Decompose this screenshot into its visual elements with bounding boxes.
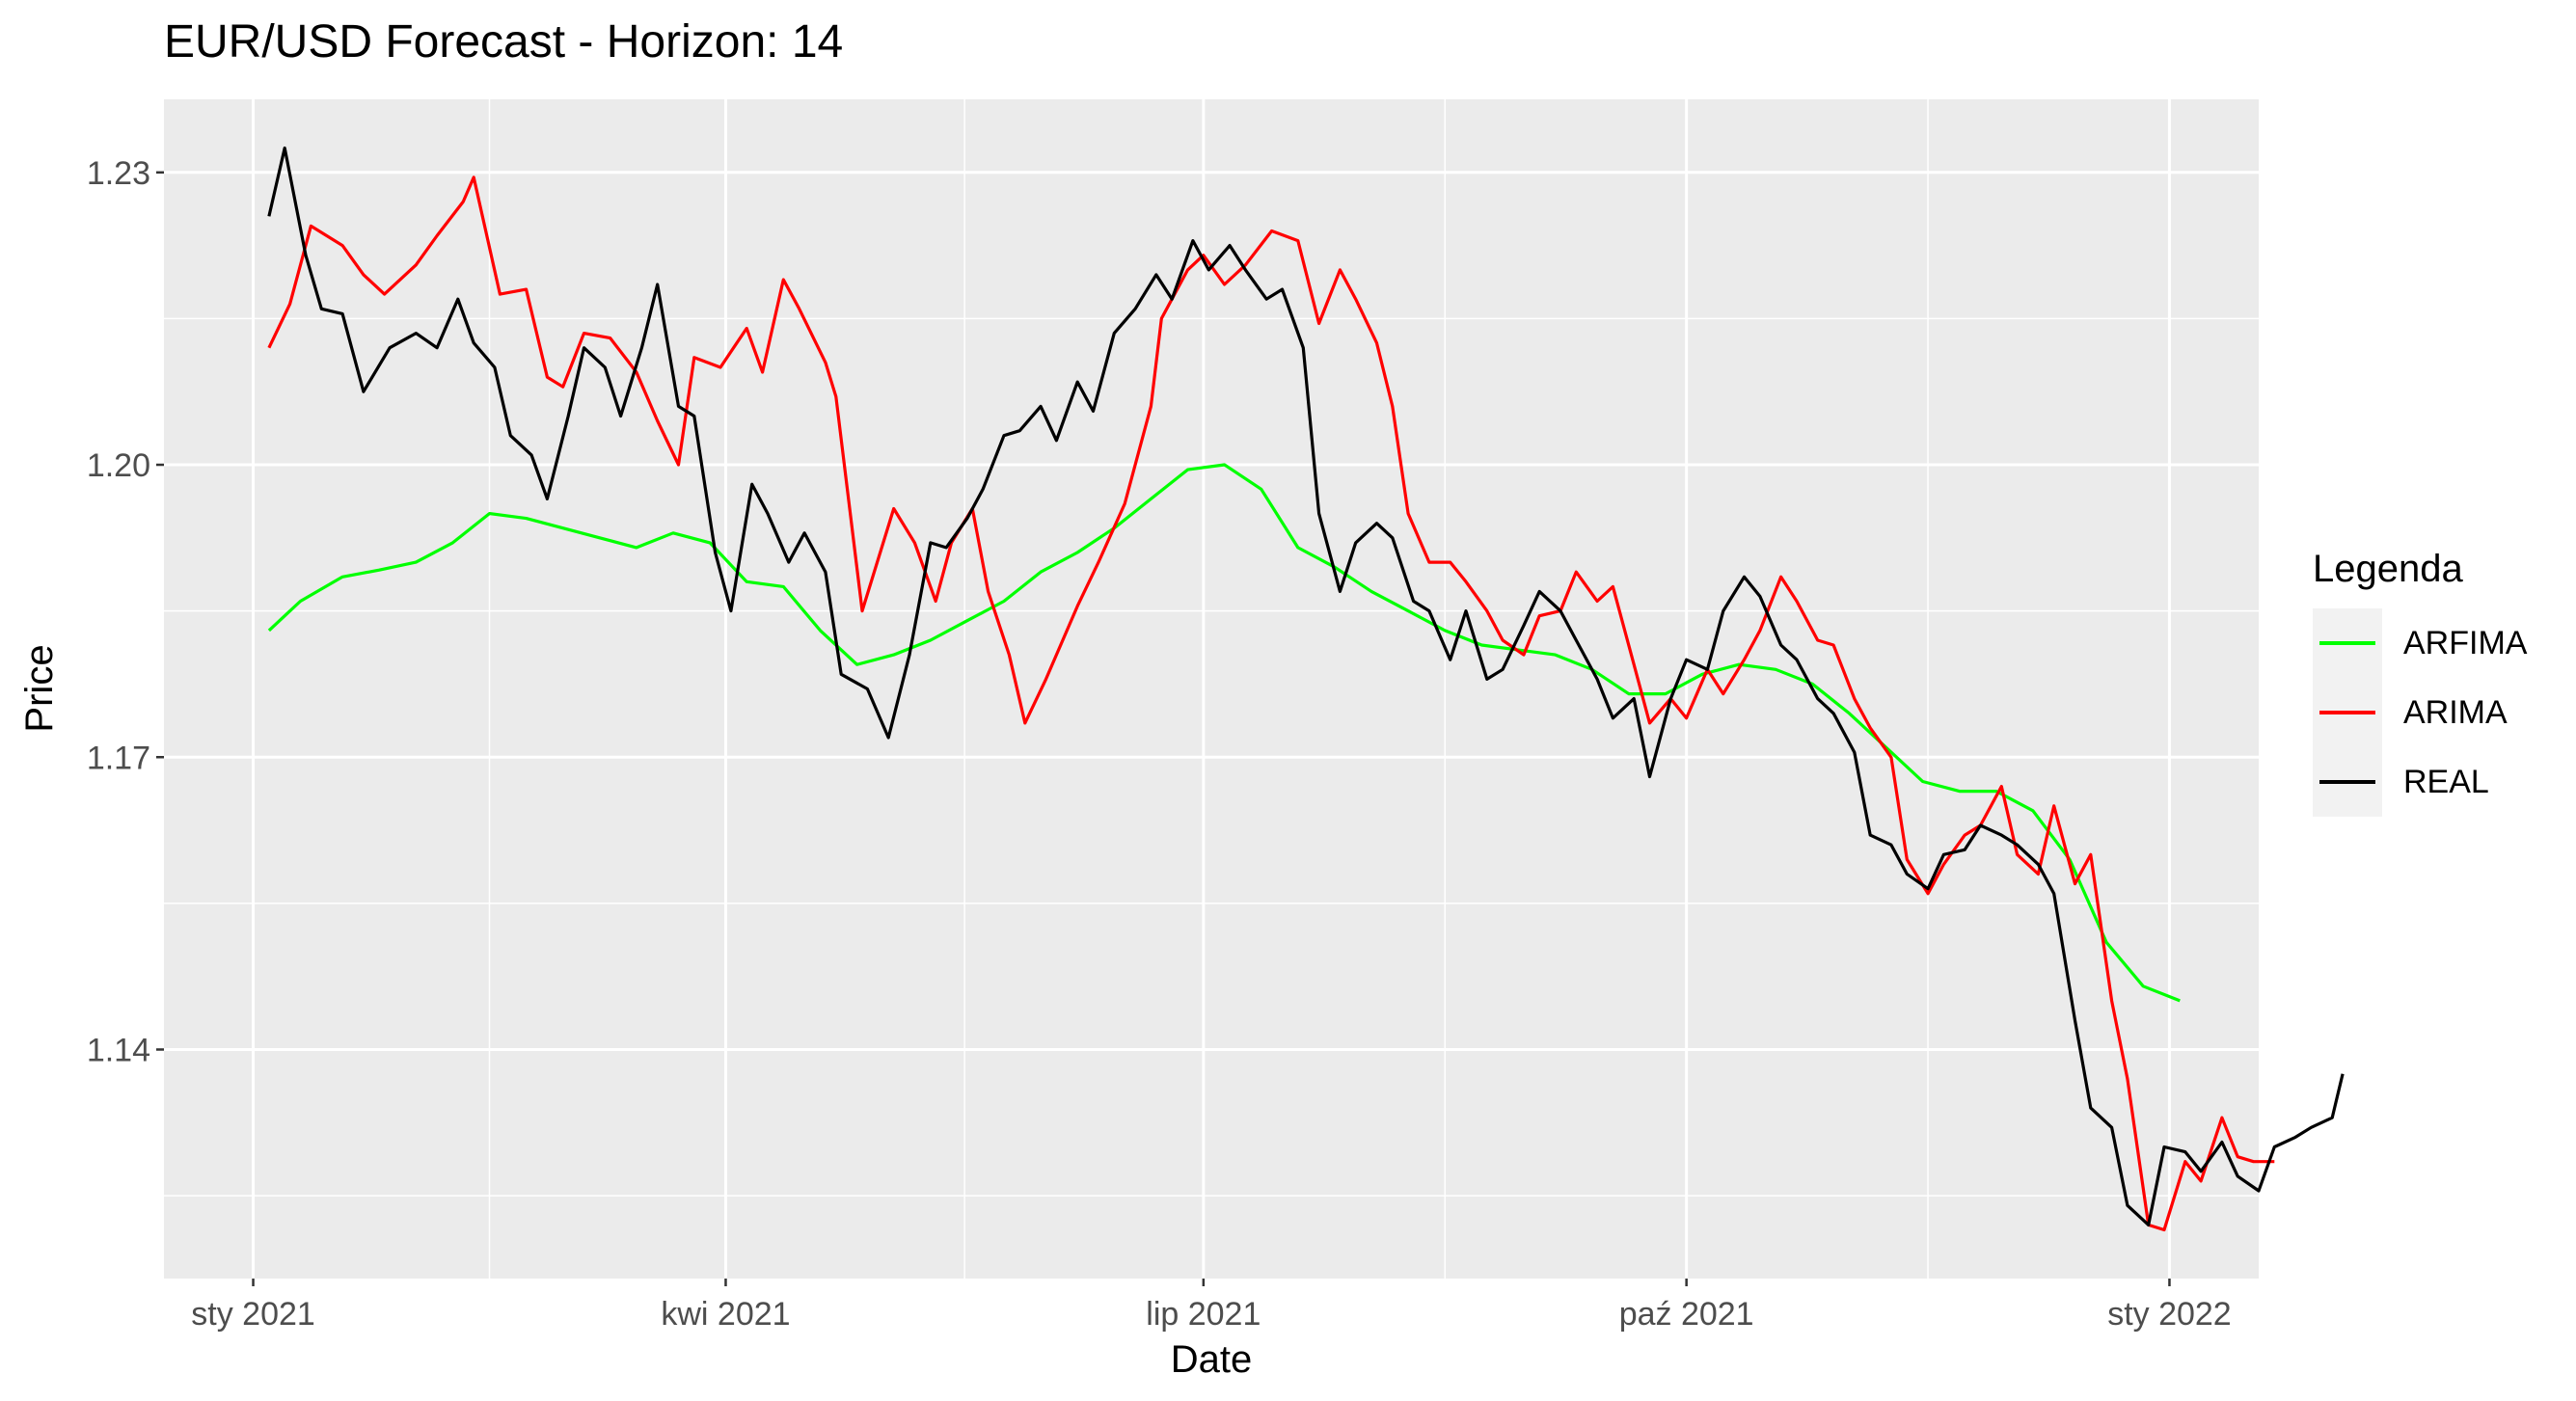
series-layer <box>267 146 2345 1232</box>
grid-minor <box>164 99 2259 1279</box>
y-tick-label: 1.23 <box>87 155 150 192</box>
x-tick-labels: sty 2021 kwi 2021 lip 2021 paź 2021 sty 2022 <box>191 1296 2231 1333</box>
legend-item-arfima: ARFIMA <box>2313 608 2527 678</box>
legend-swatch <box>2319 711 2375 714</box>
series-line-arima <box>267 175 2275 1232</box>
grid-major <box>164 99 2259 1279</box>
axis-ticks <box>156 171 2171 1286</box>
y-axis-title: Price <box>18 644 61 732</box>
legend-key <box>2313 678 2382 747</box>
legend-swatch <box>2319 780 2375 784</box>
x-tick-label: sty 2022 <box>2107 1296 2232 1333</box>
chart-title: EUR/USD Forecast - Horizon: 14 <box>164 16 844 67</box>
x-tick-label: sty 2021 <box>191 1296 315 1333</box>
legend: Legenda ARFIMA ARIMA REAL <box>2313 548 2527 817</box>
legend-key <box>2313 747 2382 817</box>
x-tick-label: paź 2021 <box>1619 1296 1754 1333</box>
y-tick-labels: 1.14 1.17 1.20 1.23 <box>87 155 150 1069</box>
y-tick-label: 1.17 <box>87 740 150 776</box>
legend-label: ARIMA <box>2403 693 2508 731</box>
legend-label: ARFIMA <box>2403 624 2528 661</box>
y-tick-label: 1.20 <box>87 447 150 484</box>
x-tick-label: kwi 2021 <box>661 1296 790 1333</box>
legend-label: REAL <box>2403 763 2489 800</box>
legend-item-real: REAL <box>2313 747 2527 817</box>
series-line-real <box>267 146 2345 1227</box>
series-line-arfima <box>267 463 2181 1003</box>
legend-title: Legenda <box>2313 548 2463 590</box>
legend-item-arima: ARIMA <box>2313 678 2527 747</box>
x-axis-title: Date <box>1171 1338 1253 1381</box>
plot-panel <box>164 99 2259 1279</box>
x-tick-label: lip 2021 <box>1146 1296 1261 1333</box>
legend-swatch <box>2319 641 2375 645</box>
legend-key <box>2313 608 2382 678</box>
y-tick-label: 1.14 <box>87 1032 150 1068</box>
legend-items: ARFIMA ARIMA REAL <box>2313 608 2527 817</box>
